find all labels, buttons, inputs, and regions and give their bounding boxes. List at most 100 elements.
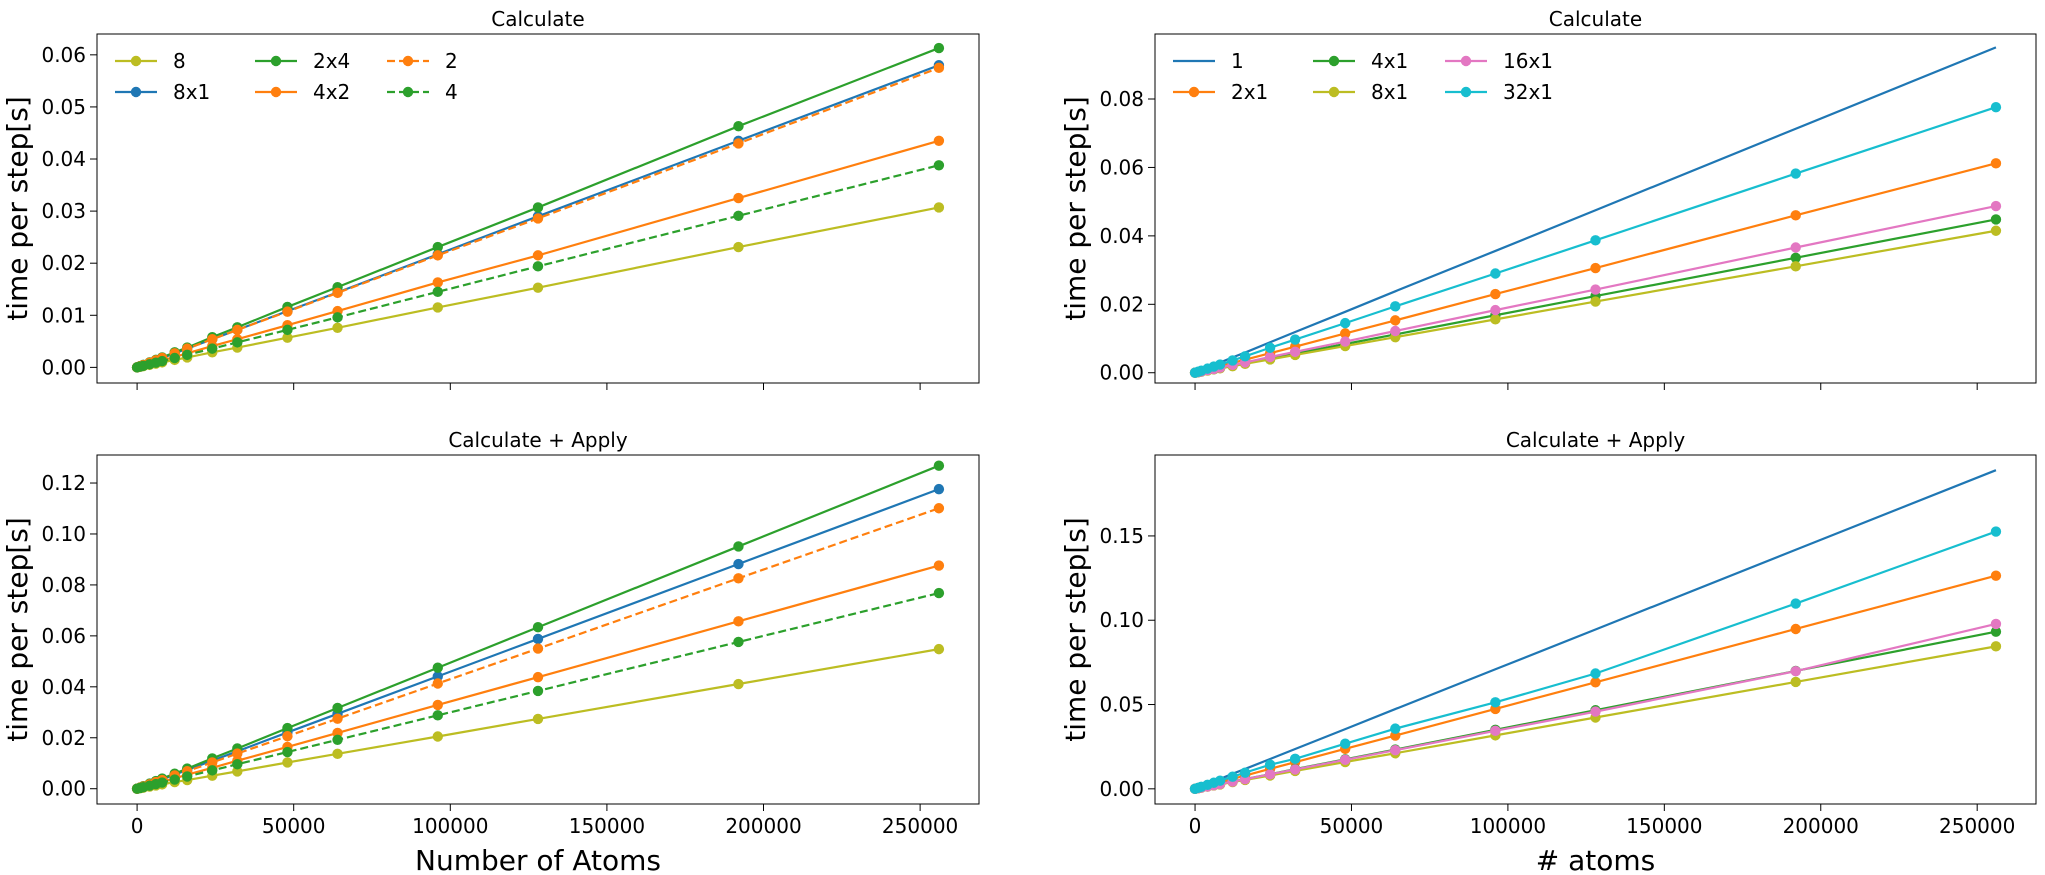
- data-point: [232, 766, 243, 777]
- series-4: [131, 587, 945, 794]
- data-point: [933, 62, 945, 74]
- data-point: [1390, 301, 1401, 312]
- data-point: [733, 241, 744, 253]
- data-point: [532, 713, 544, 725]
- axes-frame: [96, 454, 980, 805]
- data-point: [332, 748, 343, 760]
- data-point: [1289, 334, 1301, 345]
- data-point: [1990, 102, 2002, 113]
- y-tick-label: 0.12: [41, 471, 86, 495]
- plot-area: [1189, 469, 2002, 795]
- data-point: [1239, 351, 1251, 362]
- legend-item: 1: [1173, 49, 1244, 73]
- y-tick-label: 0.06: [41, 43, 86, 67]
- y-axis-label: time per step[s]: [1059, 96, 1092, 321]
- data-point: [1390, 325, 1401, 337]
- data-point: [332, 287, 343, 299]
- data-point: [182, 771, 193, 782]
- data-point: [1790, 665, 1801, 677]
- data-point: [207, 343, 218, 354]
- y-tick-label: 0.05: [41, 95, 86, 119]
- data-point: [1490, 268, 1501, 279]
- legend-marker: [1460, 86, 1472, 98]
- y-tick-label: 0.08: [1099, 87, 1144, 111]
- x-axis-label: # atoms: [1536, 844, 1656, 875]
- series-4: [131, 160, 945, 373]
- chart-panel-4: Calculate + Apply 0.00 0.05 0.10 0.15 0 50000 1…: [1059, 428, 2037, 875]
- data-point: [933, 42, 945, 54]
- data-point: [282, 757, 293, 768]
- data-point: [933, 560, 945, 571]
- y-tick-label: 0.00: [41, 777, 86, 801]
- data-point: [1239, 767, 1251, 778]
- y-tick-label: 0.04: [41, 147, 86, 171]
- data-point: [933, 135, 945, 146]
- legend: 8 8x1 2x4 4x2 2 4: [115, 49, 458, 104]
- x-tick-label: 200000: [725, 814, 801, 838]
- legend-item: 4x2: [255, 80, 350, 104]
- y-axis-label: time per step[s]: [1059, 517, 1092, 742]
- x-tick-label: 100000: [412, 814, 488, 838]
- legend-item: 2x4: [255, 49, 350, 73]
- data-point: [1790, 168, 1801, 179]
- y-tick-label: 0.04: [1099, 224, 1144, 248]
- y-tick-label: 0.00: [1099, 777, 1144, 801]
- data-point: [1227, 355, 1238, 366]
- series-1: [1194, 46, 1997, 374]
- data-point: [1790, 210, 1801, 221]
- legend-label: 4x2: [313, 80, 350, 104]
- legend-label: 4: [445, 80, 458, 104]
- data-point: [1289, 764, 1301, 775]
- y-tick-label: 0.10: [1099, 608, 1144, 632]
- data-point: [1990, 618, 2002, 630]
- data-point: [1590, 706, 1601, 717]
- x-axis-label: Number of Atoms: [415, 844, 661, 875]
- legend-item: 32x1: [1445, 80, 1553, 104]
- legend-label: 2x1: [1231, 80, 1268, 104]
- data-point: [532, 282, 544, 293]
- data-point: [1790, 242, 1801, 253]
- data-point: [332, 713, 343, 724]
- y-tick-label: 0.02: [41, 251, 86, 275]
- data-point: [1227, 771, 1238, 782]
- data-point: [332, 312, 343, 323]
- legend-item: 8: [115, 49, 186, 73]
- data-point: [532, 633, 544, 645]
- data-point: [1590, 284, 1601, 295]
- series-32x1: [1189, 102, 2002, 378]
- data-point: [1390, 723, 1401, 734]
- data-point: [282, 324, 293, 336]
- y-tick-label: 0.03: [41, 199, 86, 223]
- series-line: [1194, 46, 1997, 374]
- axes-frame: [1154, 454, 2037, 805]
- data-point: [232, 337, 243, 348]
- series-2x1: [1189, 570, 2002, 795]
- data-point: [1289, 346, 1301, 358]
- legend-marker: [130, 55, 142, 67]
- data-point: [1264, 759, 1276, 770]
- chart-title: Calculate: [491, 7, 584, 31]
- legend-marker: [270, 86, 282, 98]
- series-2: [131, 503, 945, 794]
- data-point: [207, 765, 218, 776]
- chart-panel-2: Calculate 0.00 0.02 0.04 0.06 0.08 time per st…: [1059, 7, 2037, 390]
- y-tick-label: 0.10: [41, 522, 86, 546]
- data-point: [169, 774, 180, 785]
- data-point: [432, 710, 443, 721]
- data-point: [1790, 676, 1801, 688]
- data-point: [232, 324, 243, 336]
- data-point: [1490, 304, 1501, 316]
- legend-label: 1: [1231, 49, 1244, 73]
- data-point: [332, 734, 343, 746]
- data-point: [1990, 641, 2002, 652]
- chart-panel-1: Calculate 0.00 0.01 0.02 0.03 0.04 0.05 0.06 tim…: [1, 7, 980, 390]
- data-point: [1790, 261, 1801, 272]
- legend-label: 4x1: [1371, 49, 1408, 73]
- data-point: [1990, 225, 2002, 236]
- data-point: [933, 460, 945, 471]
- data-point: [733, 573, 744, 584]
- chart-title: Calculate + Apply: [448, 428, 628, 452]
- axes-frame: [1154, 33, 2037, 384]
- data-point: [1490, 288, 1501, 300]
- data-point: [432, 286, 443, 298]
